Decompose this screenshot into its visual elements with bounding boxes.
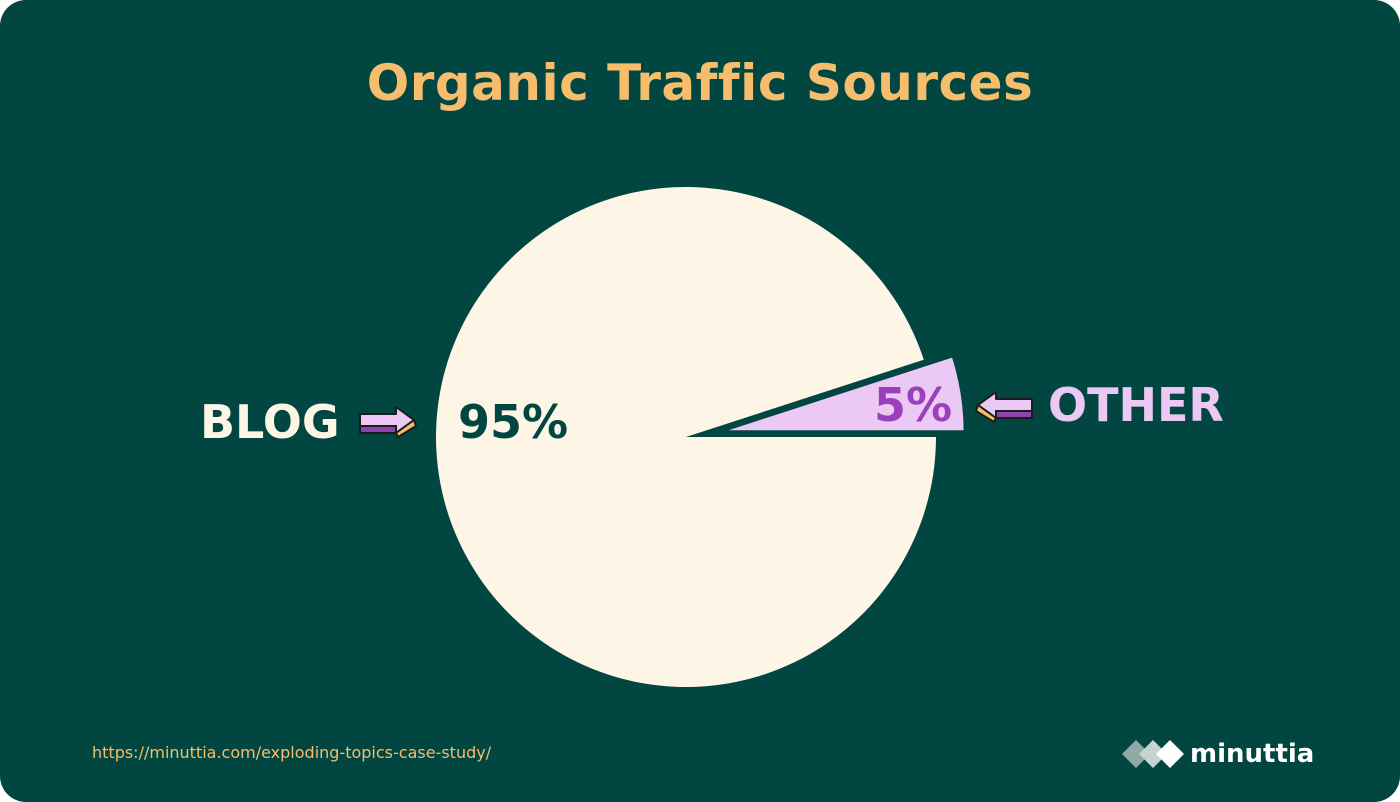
source-url: https://minuttia.com/exploding-topics-ca… [92, 743, 492, 762]
chart-title: Organic Traffic Sources [366, 54, 1034, 112]
arrow-right-icon [359, 406, 417, 438]
brand-name: minuttia [1190, 739, 1315, 769]
pie-slice-blog [436, 187, 936, 688]
brand-logo: minuttia [1122, 734, 1314, 774]
slice-value-other: 5% [874, 378, 953, 432]
arrow-left-icon [975, 391, 1033, 423]
slice-label-other: OTHER [1048, 378, 1224, 432]
slice-label-blog: BLOG [200, 395, 340, 449]
slice-value-blog: 95% [458, 395, 569, 449]
pie-slice-other [715, 352, 968, 435]
minuttia-logo-icon [1122, 740, 1184, 768]
